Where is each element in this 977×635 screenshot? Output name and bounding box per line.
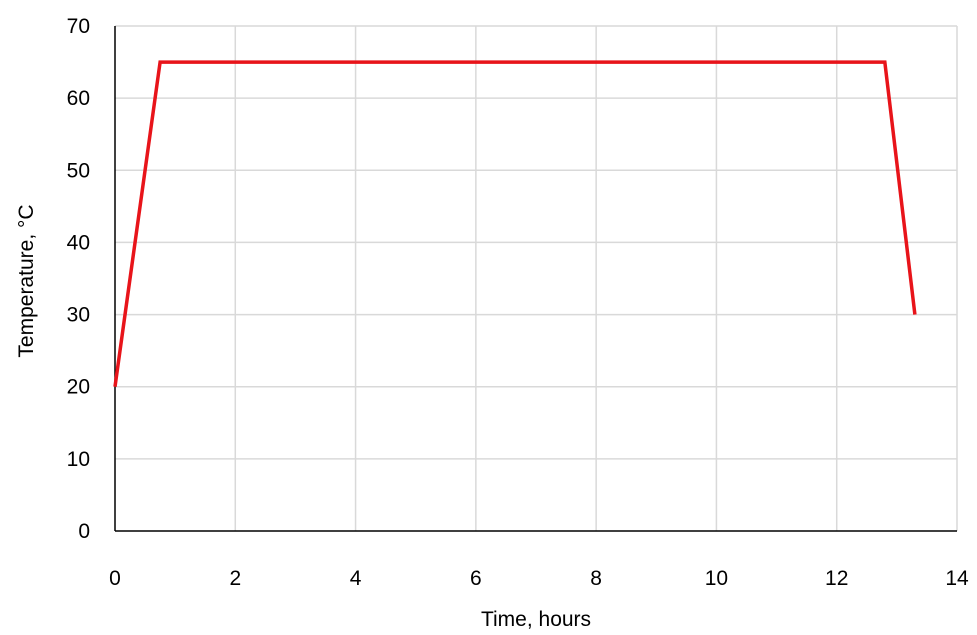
y-axis-title: Temperature, °C xyxy=(15,204,38,357)
x-tick-label-10: 10 xyxy=(705,567,728,590)
tick-labels: 0 10 20 30 40 50 60 70 0 2 4 6 8 10 12 14 xyxy=(67,15,969,590)
y-tick-label-30: 30 xyxy=(67,304,90,327)
x-tick-label-2: 2 xyxy=(229,567,241,590)
x-tick-label-6: 6 xyxy=(470,567,482,590)
x-tick-label-14: 14 xyxy=(945,567,969,590)
series-line-0 xyxy=(113,60,917,387)
series-layer xyxy=(113,60,917,387)
x-tick-label-0: 0 xyxy=(109,567,121,590)
y-tick-label-0: 0 xyxy=(78,520,90,543)
y-tick-label-40: 40 xyxy=(67,231,90,254)
x-tick-label-12: 12 xyxy=(825,567,848,590)
y-tick-label-20: 20 xyxy=(67,376,90,399)
y-tick-label-10: 10 xyxy=(67,448,90,471)
y-tick-label-60: 60 xyxy=(67,87,90,110)
x-axis-title: Time, hours xyxy=(481,608,591,631)
y-tick-label-70: 70 xyxy=(67,15,90,38)
y-tick-label-50: 50 xyxy=(67,159,90,182)
x-tick-label-4: 4 xyxy=(350,567,362,590)
axes xyxy=(114,26,957,532)
x-tick-label-8: 8 xyxy=(590,567,602,590)
grid-lines xyxy=(115,25,958,531)
